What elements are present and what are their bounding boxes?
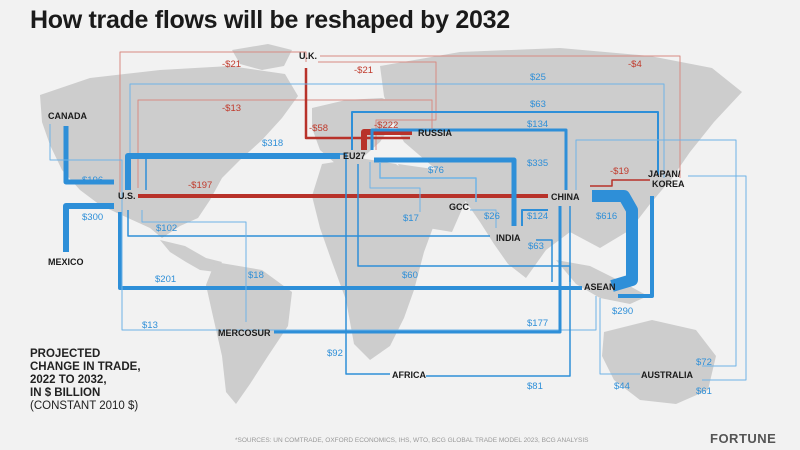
legend-line-2: CHANGE IN TRADE, bbox=[30, 361, 141, 373]
value-canada-asean: $13 bbox=[142, 320, 158, 331]
node-china: CHINA bbox=[551, 192, 580, 202]
flow-us-japankorea bbox=[129, 83, 665, 188]
flow-eu27-africa bbox=[369, 162, 421, 212]
value-uk-japankorea: -$4 bbox=[628, 59, 642, 70]
value-mexico-us: $300 bbox=[82, 212, 103, 223]
flow-us-asean bbox=[118, 212, 582, 290]
node-japan-korea-1: JAPAN/ bbox=[648, 169, 681, 179]
flow-uk-japankorea bbox=[320, 55, 681, 178]
flow-uk-russia bbox=[304, 68, 410, 140]
region-labels: CANADA U.S. MEXICO U.K. EU27 RUSSIA GCC … bbox=[48, 51, 693, 380]
value-china-asean: $616 bbox=[596, 211, 617, 222]
value-australia-asean: $44 bbox=[614, 381, 630, 392]
legend-line-4: IN $ BILLION bbox=[30, 387, 101, 399]
value-uk-russia: -$58 bbox=[309, 123, 328, 134]
flow-uk-us bbox=[119, 51, 307, 192]
value-india-china: $124 bbox=[527, 211, 548, 222]
flow-canada-asean bbox=[49, 124, 597, 331]
legend-line-3: 2022 TO 2032, bbox=[30, 374, 107, 386]
node-australia: AUSTRALIA bbox=[641, 370, 693, 380]
legend-line-5: (CONSTANT 2010 $) bbox=[30, 400, 139, 412]
node-mexico: MEXICO bbox=[48, 257, 84, 267]
node-africa: AFRICA bbox=[392, 370, 426, 380]
node-russia: RUSSIA bbox=[418, 128, 453, 138]
value-us-china: -$197 bbox=[188, 180, 212, 191]
value-eu27-india: $335 bbox=[527, 158, 548, 169]
flow-us-india bbox=[127, 210, 490, 237]
flow-india-asean bbox=[536, 239, 553, 282]
value-australia-china: $61 bbox=[696, 386, 712, 397]
value-africa-us: $92 bbox=[327, 348, 343, 359]
flow-eu27-china bbox=[370, 128, 568, 190]
value-india-asean: $63 bbox=[528, 241, 544, 252]
value-us-eu27: $318 bbox=[262, 138, 283, 149]
trade-flows bbox=[49, 51, 747, 381]
flow-china-japankorea bbox=[590, 179, 650, 187]
value-canada-us: $196 bbox=[82, 175, 103, 186]
brand-logo: FORTUNE bbox=[710, 431, 777, 446]
flow-eu27-india bbox=[374, 157, 517, 226]
value-us-india: $102 bbox=[156, 223, 177, 234]
flow-africa-us bbox=[145, 153, 390, 375]
page-title: How trade flows will be reshaped by 2032 bbox=[30, 6, 510, 34]
node-india: INDIA bbox=[496, 233, 521, 243]
value-us-asean: $201 bbox=[155, 274, 176, 285]
value-eu27-china: $134 bbox=[527, 119, 548, 130]
flow-eu27-russia bbox=[361, 129, 412, 150]
node-us: U.S. bbox=[118, 191, 136, 201]
value-mercosur-china: $177 bbox=[527, 318, 548, 329]
flow-australia-japankorea bbox=[575, 139, 737, 367]
value-eu27-gcc: $76 bbox=[428, 165, 444, 176]
flow-asean-japankorea bbox=[618, 196, 654, 298]
node-japan-korea-2: KOREA bbox=[652, 179, 685, 189]
legend-line-1: PROJECTED bbox=[30, 348, 101, 360]
value-uk-eu27: -$21 bbox=[354, 65, 373, 76]
node-asean: ASEAN bbox=[584, 282, 616, 292]
value-eu27-asean: $60 bbox=[402, 270, 418, 281]
value-us-mercosur: $18 bbox=[248, 270, 264, 281]
node-canada: CANADA bbox=[48, 111, 87, 121]
value-gcc-india: $26 bbox=[484, 211, 500, 222]
flow-africa-china bbox=[426, 206, 571, 377]
value-us-russia: -$13 bbox=[222, 103, 241, 114]
node-gcc: GCC bbox=[449, 202, 470, 212]
legend: PROJECTED CHANGE IN TRADE, 2022 TO 2032,… bbox=[30, 348, 190, 413]
flow-canada-us bbox=[63, 126, 114, 185]
value-australia-japankorea: $72 bbox=[696, 357, 712, 368]
node-uk: U.K. bbox=[299, 51, 317, 61]
source-note: *SOURCES: UN COMTRADE, OXFORD ECONOMICS,… bbox=[235, 437, 589, 444]
value-uk-us: -$21 bbox=[222, 59, 241, 70]
value-africa-china: $81 bbox=[527, 381, 543, 392]
value-china-japankorea: -$19 bbox=[610, 166, 629, 177]
flow-mercosur-china bbox=[274, 206, 562, 334]
flow-china-asean bbox=[592, 190, 638, 292]
flow-australia-china bbox=[688, 175, 747, 381]
flow-value-labels: -$21 -$21 -$4 $25 -$13 -$58 -$222 $63 $1… bbox=[82, 59, 712, 397]
flow-us-eu27 bbox=[125, 153, 340, 190]
value-us-japankorea: $25 bbox=[530, 72, 546, 83]
flow-us-russia bbox=[137, 99, 433, 188]
flow-india-china bbox=[521, 209, 548, 226]
flow-us-mercosur bbox=[141, 210, 247, 322]
value-eu27-africa: $17 bbox=[403, 213, 419, 224]
value-eu27-russia: -$222 bbox=[374, 120, 398, 131]
value-eu27-japankorea: $63 bbox=[530, 99, 546, 110]
flow-australia-asean bbox=[599, 298, 640, 375]
value-asean-japankorea: $290 bbox=[612, 306, 633, 317]
node-mercosur: MERCOSUR bbox=[218, 328, 271, 338]
node-eu27: EU27 bbox=[343, 151, 366, 161]
flow-eu27-japankorea bbox=[351, 111, 659, 175]
flow-gcc-india bbox=[470, 209, 497, 228]
flow-eu27-gcc bbox=[379, 162, 477, 202]
flow-mexico-us bbox=[63, 203, 114, 252]
